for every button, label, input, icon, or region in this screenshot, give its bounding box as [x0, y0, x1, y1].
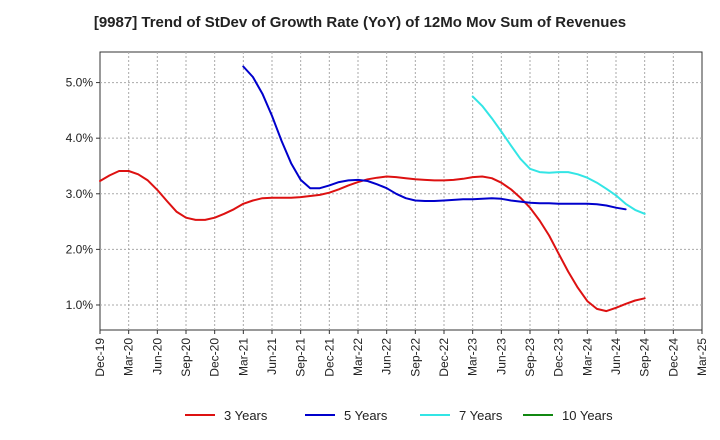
- x-tick-label: Dec-22: [437, 338, 451, 377]
- x-tick-label: Mar-25: [695, 338, 709, 376]
- x-tick-label: Mar-21: [236, 338, 250, 376]
- x-tick-label: Mar-22: [351, 338, 365, 376]
- legend-label-3-years: 3 Years: [224, 408, 268, 423]
- legend-label-7-years: 7 Years: [459, 408, 503, 423]
- y-tick-label: 1.0%: [66, 298, 94, 312]
- x-tick-label: Mar-20: [122, 338, 136, 376]
- plot-area: [99, 51, 703, 331]
- chart-title: [9987] Trend of StDev of Growth Rate (Yo…: [93, 14, 627, 31]
- x-tick-label: Jun-23: [494, 338, 508, 375]
- x-tick-label: Dec-21: [322, 338, 336, 377]
- x-tick-label: Dec-19: [93, 338, 107, 377]
- y-tick-label: 5.0%: [66, 76, 94, 90]
- x-tick-label: Sep-24: [638, 338, 652, 377]
- y-tick-label: 3.0%: [66, 187, 94, 201]
- series-line-5-years: [242, 65, 627, 211]
- x-tick-label: Dec-20: [208, 338, 222, 377]
- x-tick-label: Dec-23: [552, 338, 566, 377]
- x-tick-label: Jun-22: [380, 338, 394, 375]
- x-tick-label: Sep-20: [179, 338, 193, 377]
- series-line-3-years: [99, 170, 646, 313]
- y-tick-label: 4.0%: [66, 131, 94, 145]
- x-tick-label: Jun-20: [150, 338, 164, 375]
- x-tick-label: Mar-23: [466, 338, 480, 376]
- series-line-7-years: [471, 95, 646, 215]
- x-tick-label: Sep-21: [294, 338, 308, 377]
- y-tick-label: 2.0%: [66, 242, 94, 256]
- x-tick-label: Sep-23: [523, 338, 537, 377]
- legend-label-10-years: 10 Years: [562, 408, 613, 423]
- legend-label-5-years: 5 Years: [344, 408, 388, 423]
- x-tick-label: Dec-24: [666, 338, 680, 377]
- x-tick-label: Mar-24: [580, 338, 594, 376]
- x-tick-label: Jun-24: [609, 338, 623, 375]
- x-tick-label: Sep-22: [408, 338, 422, 377]
- x-tick-label: Jun-21: [265, 338, 279, 375]
